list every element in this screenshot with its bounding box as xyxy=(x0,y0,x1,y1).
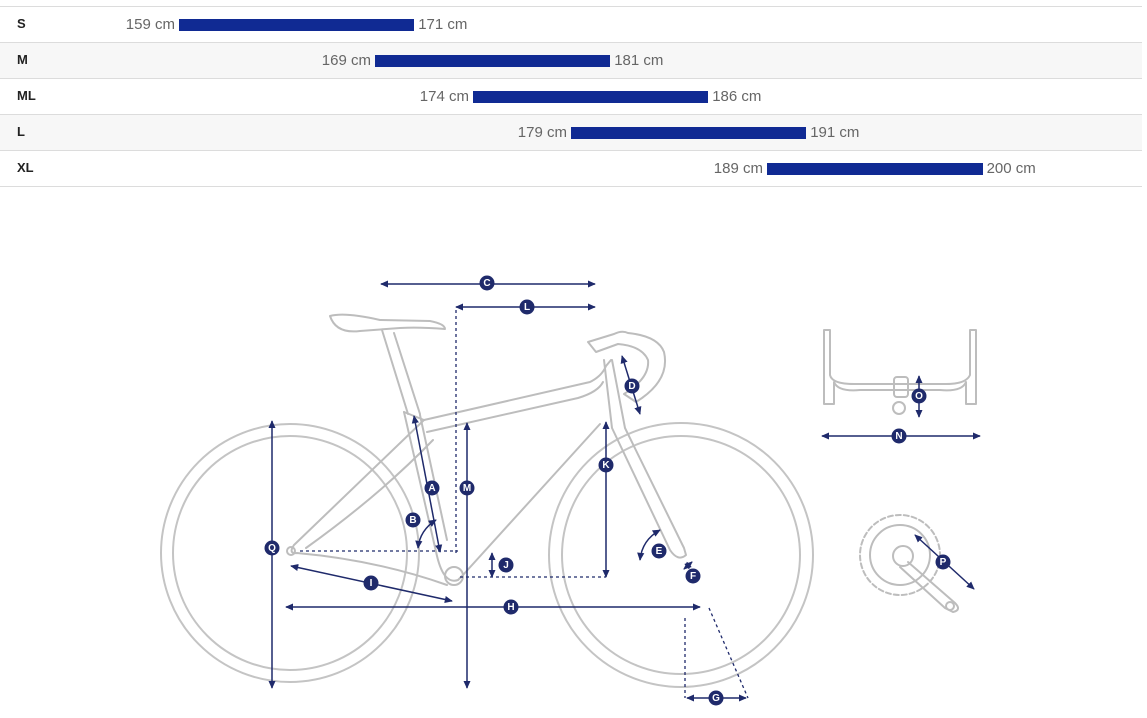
measurement-badge-b: B xyxy=(405,512,421,528)
size-row: S 159 cm 171 cm xyxy=(0,6,1142,42)
height-max-label: 186 cm xyxy=(712,88,762,105)
svg-text:I: I xyxy=(370,578,373,589)
svg-text:A: A xyxy=(428,483,435,494)
measurement-badge-k: K xyxy=(598,457,614,473)
size-row: ML 174 cm 186 cm xyxy=(0,78,1142,114)
svg-text:E: E xyxy=(656,546,663,557)
svg-text:L: L xyxy=(524,302,530,313)
height-range-bar xyxy=(767,163,983,175)
svg-text:J: J xyxy=(503,560,509,571)
svg-text:N: N xyxy=(895,431,902,442)
svg-text:K: K xyxy=(602,460,610,471)
measurement-badge-p: P xyxy=(935,554,951,570)
height-max-label: 200 cm xyxy=(986,160,1036,177)
measurement-badge-n: N xyxy=(891,428,907,444)
measurement-badge-a: A xyxy=(424,480,440,496)
bike-geometry-diagram: A B C D E F G H I J K L M N O P Q xyxy=(160,275,981,706)
height-min-label: 179 cm xyxy=(517,124,567,141)
rear-wheel xyxy=(160,423,420,683)
svg-text:C: C xyxy=(483,278,490,289)
height-max-label: 171 cm xyxy=(418,16,468,33)
svg-text:P: P xyxy=(940,557,947,568)
handlebar-front-view xyxy=(823,329,977,415)
measurement-badge-j: J xyxy=(498,557,514,573)
svg-text:M: M xyxy=(463,483,471,494)
height-max-label: 181 cm xyxy=(614,52,664,69)
measurement-badge-f: F xyxy=(685,568,701,584)
size-row: L 179 cm 191 cm xyxy=(0,114,1142,150)
measurement-badge-i: I xyxy=(363,575,379,591)
height-min-label: 169 cm xyxy=(321,52,371,69)
measurement-badge-m: M xyxy=(459,480,475,496)
svg-text:Q: Q xyxy=(268,543,276,554)
size-chart: S 159 cm 171 cm M 169 cm 181 cm ML 174 cm 186 cm… xyxy=(0,6,1142,187)
measurement-badges: A B C D E F G H I J K L M N O P Q xyxy=(264,275,951,706)
measurement-badge-c: C xyxy=(479,275,495,291)
measurement-badge-l: L xyxy=(519,299,535,315)
height-min-label: 159 cm xyxy=(125,16,175,33)
svg-text:B: B xyxy=(409,515,416,526)
size-label: M xyxy=(17,52,28,67)
measurement-badge-d: D xyxy=(624,378,640,394)
size-label: XL xyxy=(17,160,34,175)
height-range-bar xyxy=(571,127,807,139)
svg-text:O: O xyxy=(915,391,923,402)
measurement-badge-g: G xyxy=(708,690,724,706)
size-row: M 169 cm 181 cm xyxy=(0,42,1142,78)
height-range-bar xyxy=(473,91,709,103)
size-label: S xyxy=(17,16,26,31)
measurement-badge-o: O xyxy=(911,388,927,404)
svg-text:H: H xyxy=(507,602,514,613)
height-max-label: 191 cm xyxy=(810,124,860,141)
size-label: L xyxy=(17,124,25,139)
size-row: XL 189 cm 200 cm xyxy=(0,150,1142,187)
height-range-bar xyxy=(179,19,415,31)
measurement-badge-e: E xyxy=(651,543,667,559)
measurement-badge-q: Q xyxy=(264,540,280,556)
measurement-badge-h: H xyxy=(503,599,519,615)
svg-text:D: D xyxy=(628,381,635,392)
height-range-bar xyxy=(375,55,611,67)
height-min-label: 174 cm xyxy=(419,88,469,105)
size-label: ML xyxy=(17,88,36,103)
front-wheel xyxy=(548,422,814,688)
svg-text:F: F xyxy=(690,571,696,582)
height-min-label: 189 cm xyxy=(713,160,763,177)
svg-text:G: G xyxy=(712,693,720,704)
